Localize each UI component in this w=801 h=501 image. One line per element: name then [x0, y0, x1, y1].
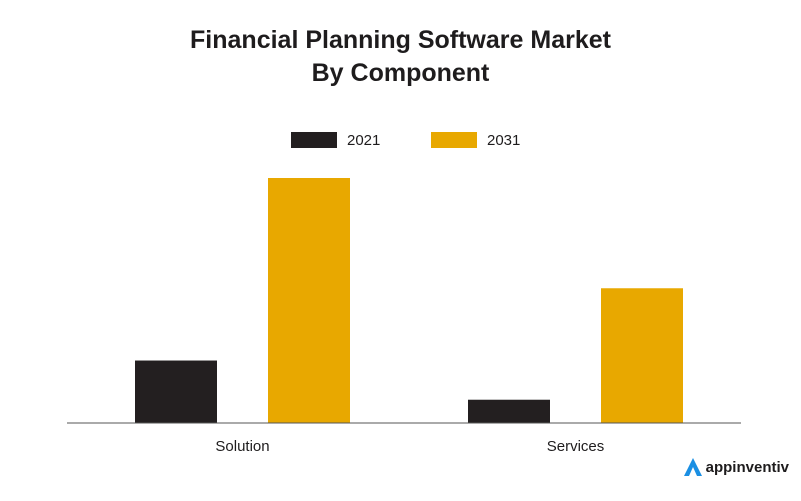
brand-logo: appinventiv [683, 457, 789, 477]
chart-subtitle: By Component [311, 59, 490, 87]
legend-item-2031: 2031 [431, 131, 520, 149]
appinventiv-logo-icon [683, 458, 702, 476]
x-tick-label-solution: Solution [215, 438, 269, 455]
chart-title: Financial Planning Software Market [190, 26, 611, 54]
legend-swatch-2021 [291, 132, 337, 148]
x-tick-label-services: Services [547, 438, 605, 455]
brand-name: appinventiv [705, 458, 789, 476]
legend-swatch-2031 [431, 132, 477, 148]
legend-label-2021: 2021 [347, 131, 381, 149]
bar-solution-2031 [268, 178, 350, 423]
legend-label-2031: 2031 [487, 131, 521, 149]
legend-item-2021: 2021 [291, 131, 380, 149]
bar-services-2021 [468, 399, 550, 423]
bar-solution-2021 [135, 360, 217, 423]
bar-services-2031 [601, 288, 683, 423]
